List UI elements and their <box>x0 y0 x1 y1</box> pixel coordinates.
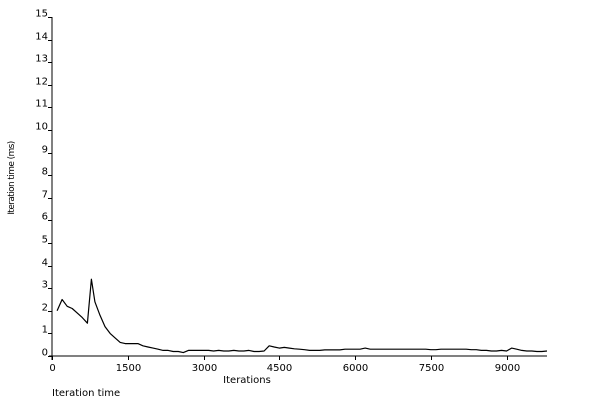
x-axis: 0 1500 3000 4500 6000 7500 9000 <box>49 355 547 374</box>
y-tick-label: 0 <box>42 348 48 359</box>
x-tick-label: 6000 <box>343 363 368 374</box>
y-tick-label: 13 <box>35 54 48 65</box>
y-tick-label: 8 <box>42 167 48 178</box>
x-tick-label: 0 <box>49 363 55 374</box>
y-tick-label: 10 <box>35 122 48 133</box>
y-tick-label: 12 <box>35 77 48 88</box>
x-tick-label: 7500 <box>419 363 444 374</box>
x-tick-label: 3000 <box>192 363 217 374</box>
x-tick-label: 9000 <box>495 363 520 374</box>
y-tick-label: 4 <box>42 258 48 269</box>
y-tick-label: 15 <box>35 9 48 20</box>
y-tick-label: 7 <box>42 190 48 201</box>
x-tick-label: 1500 <box>116 363 141 374</box>
series-line-0 <box>56 278 548 354</box>
y-axis-title: Iteration time (ms) <box>7 141 17 214</box>
y-tick-label: 9 <box>42 145 48 156</box>
y-tick-label: 2 <box>42 303 48 314</box>
x-tick-label: 4500 <box>267 363 292 374</box>
x-axis-title: Iterations <box>223 375 271 386</box>
y-tick-label: 1 <box>42 325 48 336</box>
y-tick-label: 14 <box>35 32 48 43</box>
y-tick-label: 5 <box>42 235 48 246</box>
series-layer <box>56 278 548 354</box>
y-tick-label: 6 <box>42 212 48 223</box>
y-tick-label: 3 <box>42 280 48 291</box>
chart-caption: Iteration time <box>52 388 121 399</box>
y-tick-label: 11 <box>35 99 48 110</box>
